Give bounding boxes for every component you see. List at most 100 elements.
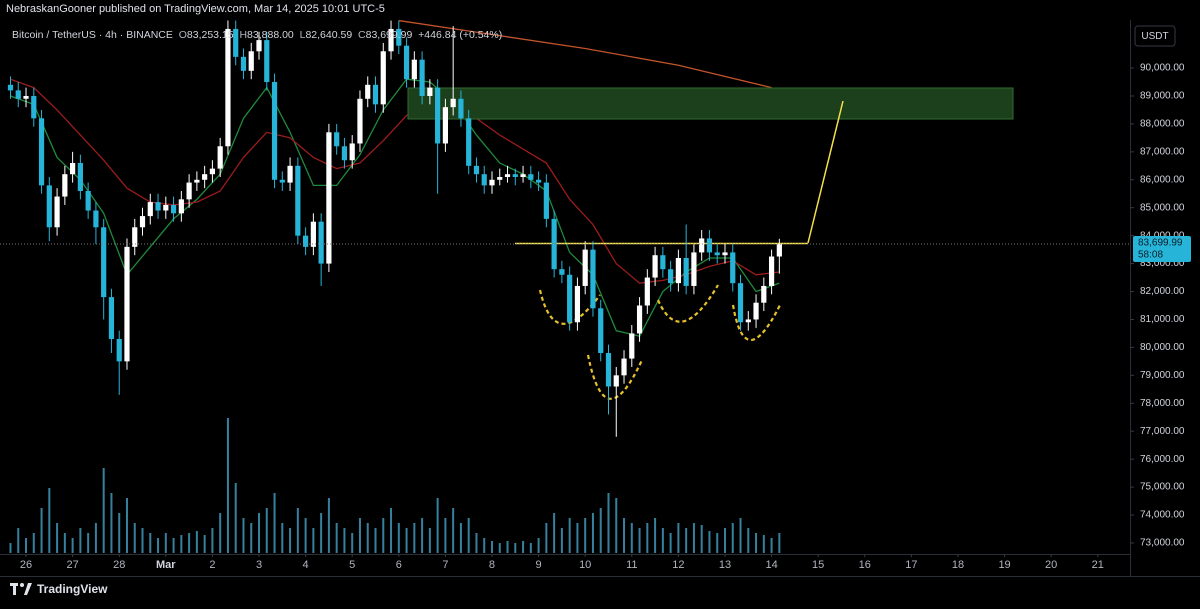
candle-body: [303, 235, 309, 247]
candle-body: [396, 28, 402, 46]
x-tick-label: 17: [905, 559, 917, 571]
x-tick-label: 8: [489, 559, 495, 571]
y-tick-label: 75,000.00: [1140, 482, 1185, 493]
candle-body: [652, 255, 658, 278]
volume-bar: [48, 488, 51, 553]
volume-bar: [40, 508, 43, 553]
volume-bar: [312, 528, 315, 553]
x-tick-label: 6: [396, 559, 402, 571]
candle-body: [473, 165, 480, 175]
candle-body: [419, 59, 425, 96]
candle-body: [233, 28, 239, 57]
y-tick-label: 90,000.00: [1140, 63, 1185, 74]
volume-bar: [708, 531, 711, 553]
candle-body: [38, 118, 45, 186]
volume-bar: [514, 543, 517, 553]
candle-body: [186, 182, 192, 200]
volume-bar: [444, 518, 447, 553]
candle-body: [543, 182, 549, 219]
candle-body: [668, 269, 674, 284]
right-shoulder-arc: [731, 304, 781, 341]
candle-body: [54, 196, 60, 228]
candle-body: [621, 358, 627, 376]
candle-body: [108, 297, 115, 340]
volume-bar: [234, 483, 237, 553]
candle-body: [31, 95, 37, 119]
volume-bar: [428, 528, 431, 553]
volume-bar: [133, 523, 136, 553]
candle-body: [334, 132, 340, 147]
y-tick-label: 76,000.00: [1140, 454, 1185, 465]
volume-bar: [522, 541, 525, 553]
candle-body: [512, 174, 518, 177]
volume-bar: [436, 498, 439, 553]
candle-body: [466, 118, 472, 166]
volume-bar: [405, 528, 408, 553]
volume-bar: [281, 523, 284, 553]
volume-bar: [320, 513, 323, 553]
volume-bar: [498, 543, 501, 553]
volume-bar: [529, 543, 532, 553]
candle-body: [178, 199, 184, 214]
low-key: L: [299, 29, 306, 41]
volume-bar: [63, 533, 66, 553]
y-tick-label: 87,000.00: [1140, 146, 1185, 157]
volume-bar: [475, 533, 478, 553]
volume-bar: [358, 518, 361, 553]
candle-body: [528, 174, 534, 180]
volume-bar: [685, 528, 688, 553]
volume-bar: [56, 523, 59, 553]
x-tick-label: 4: [303, 559, 309, 571]
high-value: 83,888.00: [247, 29, 294, 41]
y-tick-label: 86,000.00: [1140, 174, 1185, 185]
candle-body: [147, 202, 153, 217]
volume-bar: [258, 513, 261, 553]
candle-body: [225, 28, 231, 147]
x-tick-label: 27: [66, 559, 78, 571]
volume-bar: [700, 525, 703, 553]
volume-bar: [568, 518, 571, 553]
volume-bar: [545, 523, 548, 553]
volume-bar: [584, 518, 587, 553]
candle-body: [714, 252, 720, 256]
y-tick-label: 84,000.00: [1140, 230, 1185, 241]
candle-body: [287, 165, 293, 183]
high-key: H: [239, 29, 248, 41]
x-tick-label: 26: [20, 559, 32, 571]
x-tick-label: 2: [209, 559, 215, 571]
volume-bar: [459, 523, 462, 553]
x-tick-label: 13: [719, 559, 731, 571]
volume-bar: [87, 533, 90, 553]
y-tick-label: 85,000.00: [1140, 202, 1185, 213]
candle-body: [271, 82, 278, 180]
brand: TradingView: [37, 582, 108, 596]
y-tick-label: 80,000.00: [1140, 342, 1185, 353]
volume-bar: [17, 528, 20, 553]
volume-bar: [755, 533, 758, 553]
volume-bar: [335, 523, 338, 553]
candle-body: [116, 339, 122, 362]
volume-bar: [265, 508, 268, 553]
volume-bar: [630, 523, 633, 553]
candle-body: [194, 179, 200, 183]
moving-average: [10, 78, 780, 284]
volume-bar: [615, 498, 618, 553]
volume-bar: [506, 541, 509, 553]
candle-body: [450, 98, 456, 108]
candle-body: [504, 174, 511, 177]
candle-body: [442, 107, 448, 144]
candle-body: [77, 163, 83, 191]
moving-average: [10, 78, 780, 337]
x-tick-label: 21: [1092, 559, 1104, 571]
supply-zone: [407, 87, 1014, 120]
candle-body: [256, 40, 262, 52]
x-tick-label: 19: [998, 559, 1010, 571]
candle-body: [15, 90, 21, 99]
footer: TradingView: [10, 582, 107, 596]
candle-body: [706, 238, 713, 253]
x-tick-label: Mar: [156, 559, 176, 571]
y-tick-label: 89,000.00: [1140, 91, 1185, 102]
drawings: [407, 87, 1014, 400]
moving-average: [398, 19, 772, 89]
open-value: 83,253.15: [186, 29, 234, 41]
